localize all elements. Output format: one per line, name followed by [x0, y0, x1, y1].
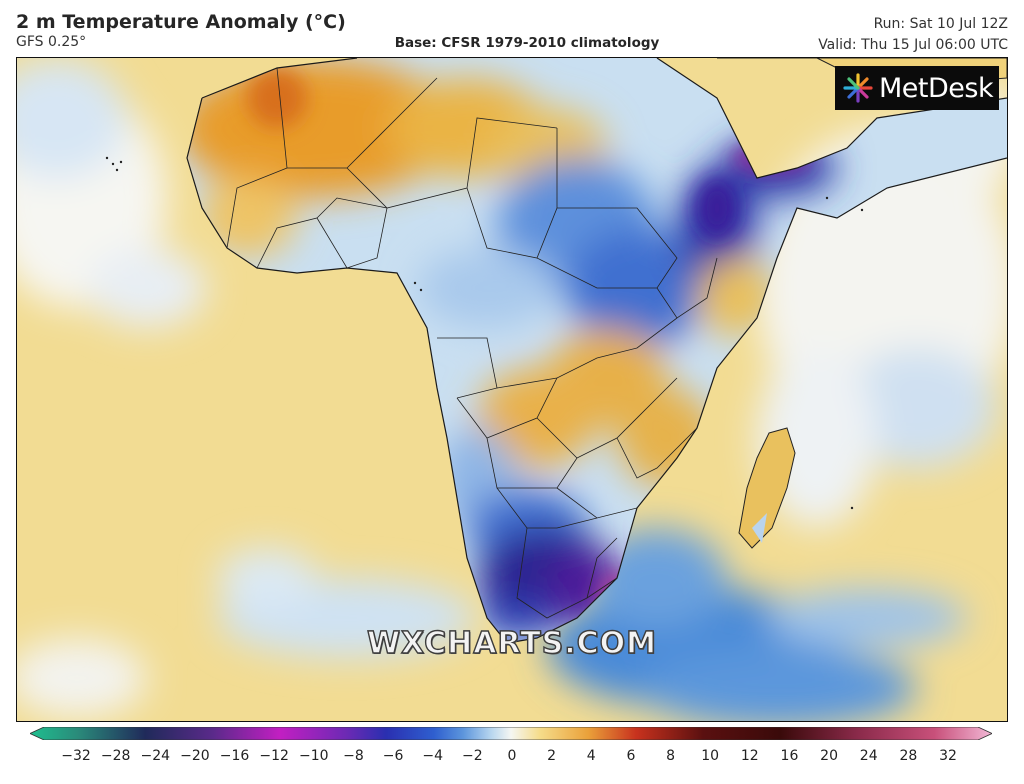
model-label: GFS 0.25°: [16, 34, 87, 50]
colorbar-tick-label: −4: [422, 748, 444, 764]
metdesk-logo: MetDesk: [835, 66, 999, 110]
colorbar-tick-label: −6: [382, 748, 404, 764]
colorbar-tick-label: 2: [547, 748, 557, 764]
chart-title: 2 m Temperature Anomaly (°C): [16, 11, 346, 33]
cape-verde-islands: [105, 156, 864, 510]
colorbar-tick-label: 0: [507, 748, 517, 764]
run-time-label: Run: Sat 10 Jul 12Z: [873, 16, 1008, 32]
colorbar-tick-label: 28: [899, 748, 918, 764]
colorbar-tick-label: −10: [299, 748, 329, 764]
colorbar-tick-label: 10: [701, 748, 720, 764]
colorbar-tick-label: 6: [626, 748, 636, 764]
colorbar-tick-label: −2: [462, 748, 483, 764]
madagascar-cold-patch: [752, 513, 767, 543]
colorbar-tick-label: −28: [100, 748, 131, 764]
valid-time-label: Valid: Thu 15 Jul 06:00 UTC: [818, 37, 1008, 53]
metdesk-starburst-icon: [843, 73, 873, 103]
header-right: Run: Sat 10 Jul 12Z Valid: Thu 15 Jul 06…: [818, 14, 1008, 56]
temperature-anomaly-map[interactable]: [17, 58, 1007, 721]
climatology-base-label: Base: CFSR 1979-2010 climatology: [394, 35, 660, 51]
colorbar-tick-label: 32: [939, 748, 957, 764]
wxcharts-watermark: WXCHARTS.COM: [366, 625, 658, 661]
colorbar-tick-label: −12: [259, 748, 289, 764]
map-panel[interactable]: MetDesk: [16, 57, 1008, 722]
colorbar-tick-label: 8: [666, 748, 675, 764]
colorbar-tick-label: 24: [859, 748, 878, 764]
colorbar-tick-label: −32: [61, 748, 91, 764]
colorbar-tick-label: 12: [740, 748, 759, 764]
colorbar-tick-label: 4: [586, 748, 596, 764]
country-borders: [226, 67, 718, 619]
colorbar-strip: [30, 727, 992, 740]
colorbar-tick-label: −20: [180, 748, 210, 764]
colorbar-tick-label: −8: [343, 748, 364, 764]
colorbar-tick-label: −16: [219, 748, 250, 764]
colorbar-legend: −32 −28 −24 −20 −16 −12 −10 −8 −6 −4 −2 0 2 4 6 8 10 12 16…: [30, 727, 992, 777]
metdesk-logo-text: MetDesk: [879, 72, 994, 104]
colorbar-tick-label: −24: [140, 748, 171, 764]
colorbar-tick-label: 16: [780, 748, 799, 764]
ocean-anomaly-patches: [17, 58, 1007, 721]
header-left: 2 m Temperature Anomaly (°C) GFS 0.25°: [16, 10, 346, 50]
colorbar-tick-label: 20: [820, 748, 838, 764]
